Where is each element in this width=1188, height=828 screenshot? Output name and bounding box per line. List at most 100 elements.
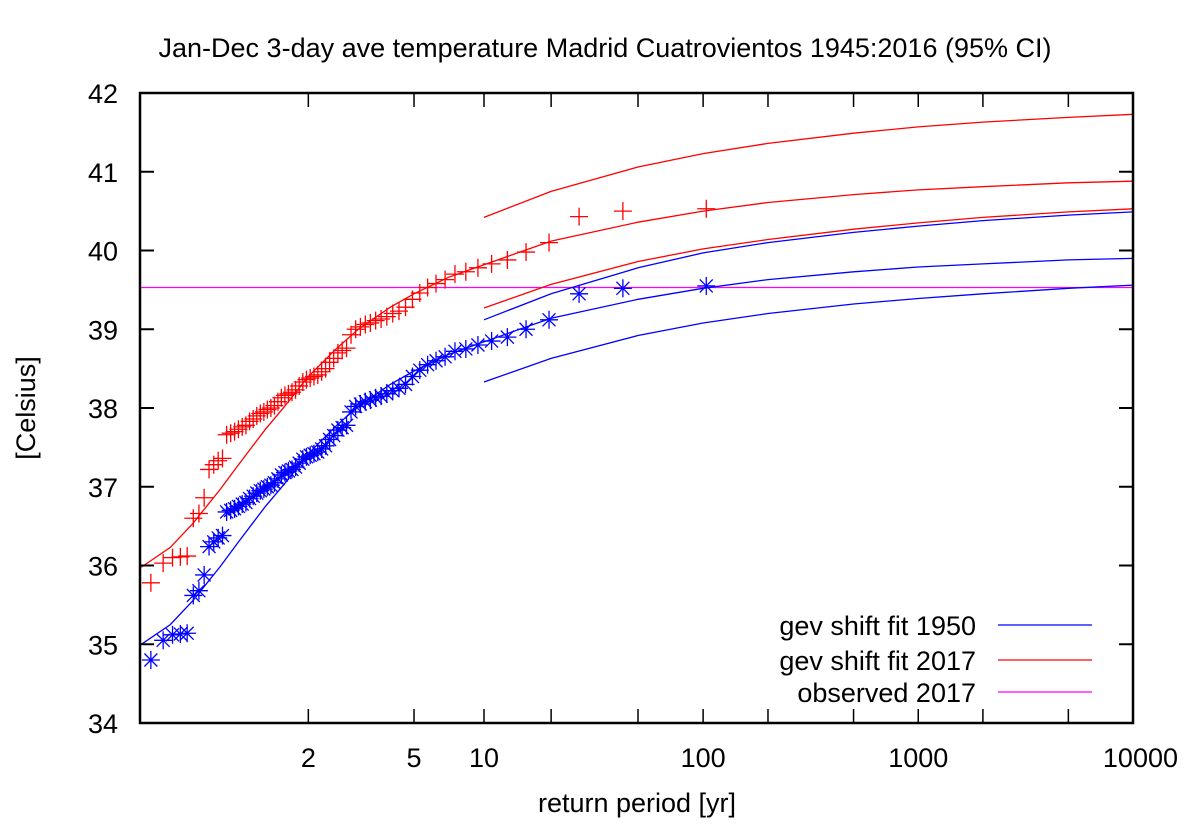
y-tick-label: 40: [88, 237, 118, 267]
legend-label: gev shift fit 2017: [779, 646, 976, 676]
plus-marker: [498, 250, 517, 269]
y-tick-label: 42: [88, 79, 118, 109]
plus-marker: [333, 341, 352, 360]
plus-marker: [275, 386, 294, 405]
x-tick-label: 1000: [888, 743, 948, 773]
marker-stroke: [143, 653, 158, 667]
star-marker: [258, 477, 277, 496]
marker-stroke: [339, 418, 354, 433]
marker-stroke: [242, 491, 257, 506]
plus-marker: [297, 370, 316, 389]
star-marker: [251, 481, 270, 500]
plus-marker: [200, 460, 219, 479]
marker-stroke: [412, 363, 427, 378]
marker-stroke: [215, 528, 230, 543]
star-marker: [436, 347, 455, 366]
y-tick-label: 37: [88, 473, 118, 503]
star-marker: [697, 276, 716, 295]
plus-marker: [189, 504, 208, 523]
plus-marker: [225, 422, 244, 441]
plus-marker: [178, 547, 197, 566]
star-marker: [540, 310, 559, 329]
plot-frame: [138, 91, 1135, 725]
plus-marker: [613, 202, 632, 221]
ci-line-4: [483, 113, 1133, 219]
x-tick-label: 2: [301, 743, 316, 773]
star-marker: [178, 624, 197, 643]
plus-marker: [320, 353, 339, 372]
ci-line-2: [483, 284, 1133, 383]
plus-marker: [154, 554, 173, 573]
y-tick-label: 35: [88, 630, 118, 660]
plus-marker: [482, 254, 501, 273]
fit-line-3: [141, 180, 1133, 568]
star-marker: [275, 463, 294, 482]
plus-marker: [436, 270, 455, 289]
star-marker: [468, 336, 487, 354]
plus-marker: [396, 298, 415, 317]
star-marker: [498, 328, 517, 347]
plus-marker: [517, 243, 536, 262]
marker-stroke: [500, 330, 515, 345]
marker-stroke: [173, 627, 188, 641]
plus-marker: [217, 425, 236, 444]
plus-marker: [356, 315, 375, 334]
star-marker: [396, 375, 415, 394]
plus-marker: [163, 548, 182, 567]
plus-marker: [141, 573, 160, 592]
marker-stroke: [519, 322, 533, 337]
marker-stroke: [699, 278, 714, 293]
plus-marker: [312, 362, 331, 381]
plus-marker: [304, 367, 323, 386]
star-marker: [195, 565, 214, 584]
chart-title: Jan-Dec 3-day ave temperature Madrid Cua…: [159, 33, 1052, 63]
fit-line-0: [141, 257, 1133, 645]
x-axis-label: return period [yr]: [538, 788, 736, 818]
marker-stroke: [398, 377, 413, 392]
ci-line-5: [483, 208, 1133, 309]
plus-marker: [351, 317, 370, 336]
plus-marker: [445, 265, 464, 284]
plus-marker: [337, 339, 356, 358]
star-marker: [570, 284, 589, 303]
plus-marker: [418, 278, 437, 297]
plus-marker: [286, 380, 305, 399]
star-marker: [445, 342, 464, 361]
axes: 34 35 36 37 38 39 40 41 42 2 5 10 100 1000 10000: [88, 79, 1178, 773]
plus-marker: [265, 396, 284, 415]
plus-marker: [328, 343, 347, 362]
marker-stroke: [572, 286, 587, 301]
plus-marker: [346, 320, 365, 339]
star-marker: [189, 581, 208, 600]
legend-label: gev shift fit 1950: [779, 611, 976, 641]
y-tick-label: 39: [88, 315, 118, 345]
y-tick-label: 34: [88, 709, 118, 739]
plus-marker: [324, 349, 343, 368]
plus-marker: [258, 400, 277, 419]
marker-stroke: [448, 344, 462, 359]
marker-stroke: [470, 338, 485, 352]
star-marker: [154, 631, 173, 650]
star-marker: [456, 339, 475, 358]
plus-marker: [468, 258, 487, 277]
star-marker: [482, 332, 501, 351]
legend: gev shift fit 1950 gev shift fit 2017obse…: [779, 611, 1092, 708]
y-tick-label: 38: [88, 394, 118, 424]
marker-stroke: [156, 633, 171, 648]
star-marker: [613, 279, 632, 298]
ci-line-1: [483, 211, 1133, 321]
marker-stroke: [615, 281, 630, 296]
plus-marker: [171, 547, 190, 566]
y-axis-label: [Celsius]: [11, 356, 41, 460]
marker-stroke: [180, 626, 195, 641]
marker-stroke: [197, 568, 212, 582]
y-tick-label: 36: [88, 552, 118, 582]
y-tick-label: 41: [88, 158, 118, 188]
plus-marker: [251, 404, 270, 423]
plus-marker: [195, 488, 214, 507]
star-marker: [337, 416, 356, 435]
plus-marker: [184, 509, 203, 528]
x-tick-label: 100: [681, 743, 726, 773]
x-tick-label: 10: [469, 743, 499, 773]
marker-stroke: [484, 334, 499, 349]
